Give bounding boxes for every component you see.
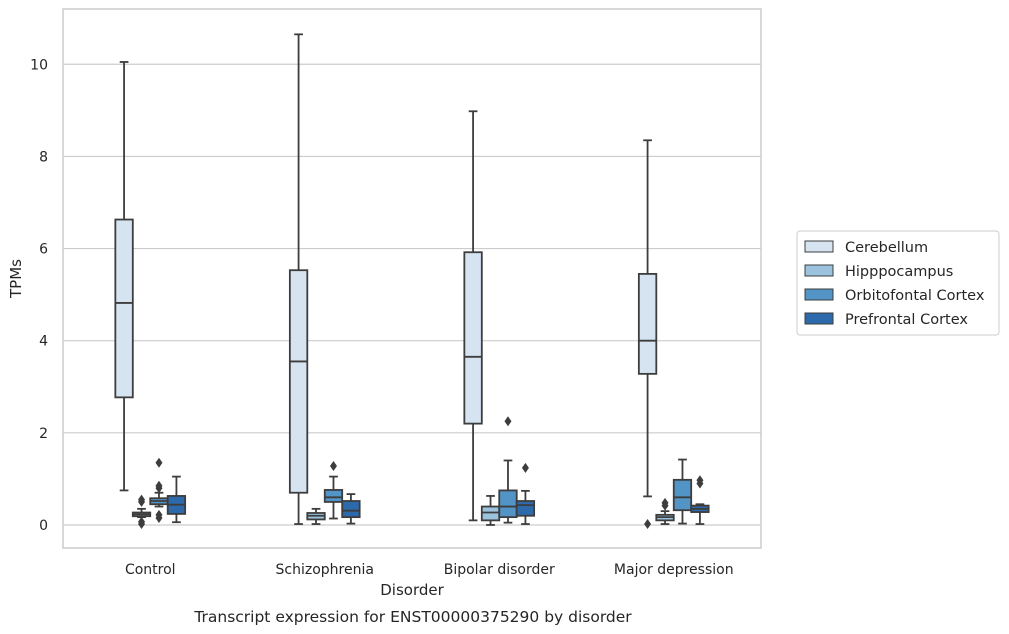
box-prefrontal-cortex-1 bbox=[341, 493, 361, 525]
box-body bbox=[114, 218, 134, 399]
outlier-point bbox=[661, 497, 669, 508]
legend-swatch bbox=[804, 264, 834, 277]
legend-frame bbox=[796, 230, 1000, 336]
box-cerebellum-2 bbox=[463, 110, 483, 522]
gridlines bbox=[63, 63, 761, 526]
box-body bbox=[288, 269, 309, 494]
box-cerebellum-0 bbox=[114, 61, 134, 492]
box-cerebellum-3 bbox=[637, 139, 658, 530]
legend-label: Hipppocampus bbox=[845, 264, 953, 280]
box-body bbox=[480, 505, 501, 522]
box-prefrontal-cortex-2 bbox=[515, 462, 536, 525]
box-orbitofontal-cortex-1 bbox=[323, 460, 344, 520]
box-body bbox=[515, 500, 536, 517]
legend-swatch bbox=[804, 240, 834, 253]
box-prefrontal-cortex-3 bbox=[690, 475, 710, 525]
box-cerebellum-1 bbox=[288, 33, 309, 525]
outlier-point bbox=[155, 509, 163, 520]
box-hipppocampus-0 bbox=[131, 494, 152, 530]
outlier-point bbox=[696, 475, 704, 486]
y-tick-label: 8 bbox=[39, 149, 48, 165]
legend-swatch bbox=[804, 312, 834, 325]
y-tick-label: 6 bbox=[39, 242, 48, 258]
box-body bbox=[672, 478, 693, 512]
y-tick-labels: 0 2 4 6 8 10 bbox=[30, 57, 48, 534]
box-body bbox=[637, 272, 658, 375]
legend-swatch bbox=[804, 288, 834, 301]
chart-caption: Transcript expression for ENST0000037529… bbox=[193, 608, 632, 626]
y-tick-label: 0 bbox=[39, 518, 48, 534]
box-prefrontal-cortex-0 bbox=[166, 475, 187, 524]
outlier-point bbox=[138, 516, 146, 527]
boxes bbox=[114, 33, 710, 530]
box-orbitofontal-cortex-0 bbox=[149, 457, 169, 524]
outlier-point bbox=[138, 494, 146, 505]
box-body bbox=[498, 489, 518, 519]
outlier-point bbox=[521, 462, 529, 473]
box-hipppocampus-1 bbox=[306, 507, 326, 525]
legend-label: Prefrontal Cortex bbox=[845, 312, 968, 328]
legend: Cerebellum Hipppocampus Orbitofontal Corte… bbox=[796, 230, 1000, 336]
legend-label: Cerebellum bbox=[845, 240, 928, 256]
y-tick-label: 4 bbox=[39, 334, 48, 350]
outlier-point bbox=[329, 460, 337, 471]
x-axis-label: Disorder bbox=[380, 581, 444, 599]
y-tick-label: 10 bbox=[30, 57, 48, 73]
x-tick-labels: Control Schizophrenia Bipolar disorder Majo… bbox=[125, 562, 734, 578]
box-hipppocampus-2 bbox=[480, 495, 501, 526]
x-tick-label: Schizophrenia bbox=[276, 562, 374, 578]
y-axis-label: TPMs bbox=[7, 259, 25, 299]
box-body bbox=[341, 500, 361, 519]
box-hipppocampus-3 bbox=[655, 497, 675, 525]
box-body bbox=[323, 489, 344, 503]
box-body bbox=[463, 251, 483, 425]
x-tick-label: Bipolar disorder bbox=[444, 562, 555, 578]
outlier-point bbox=[644, 519, 652, 530]
legend-label: Orbitofontal Cortex bbox=[845, 288, 985, 304]
x-tick-label: Control bbox=[125, 562, 176, 578]
plot-frame bbox=[62, 8, 762, 549]
box-orbitofontal-cortex-3 bbox=[672, 458, 693, 525]
y-tick-label: 2 bbox=[39, 426, 48, 442]
x-tick-label: Major depression bbox=[614, 562, 734, 578]
outlier-point bbox=[504, 416, 512, 427]
outlier-point bbox=[155, 480, 163, 491]
outlier-point bbox=[155, 457, 163, 468]
